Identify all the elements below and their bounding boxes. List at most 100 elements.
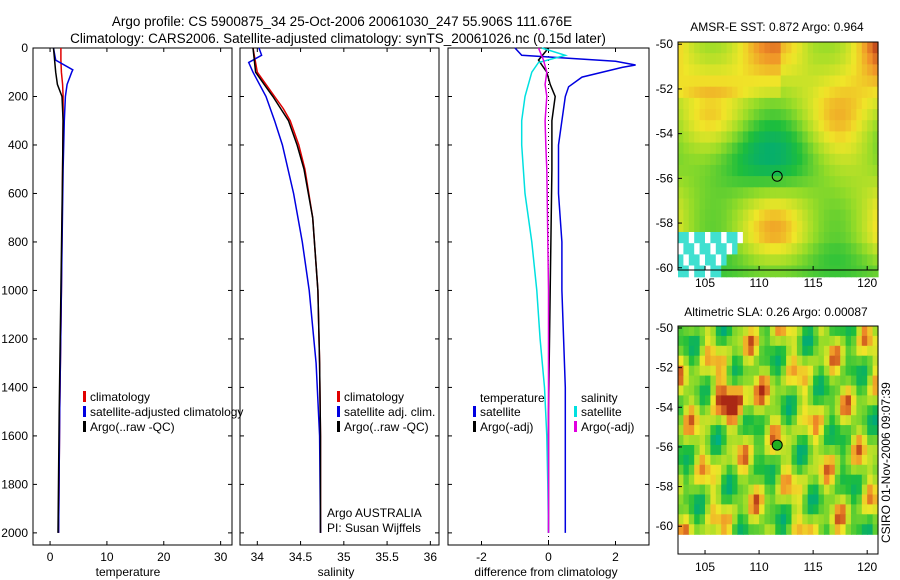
map-cell [823,345,830,357]
map-cell [688,176,695,188]
map-cell [705,484,711,496]
map-cell [786,243,793,255]
map-cell [699,120,706,132]
map-cell [710,484,717,496]
map-cell [710,514,717,525]
map-cell [688,198,695,211]
map-cell [683,395,690,406]
map-cell [796,524,803,535]
map-cell [829,86,836,99]
map-cell [721,504,728,515]
map-cell [861,425,868,436]
map-cell [834,176,841,188]
map-cell [829,405,836,416]
map-cell [813,86,820,99]
map-cell [753,176,760,188]
map-cell [829,484,836,496]
map-cell [721,395,728,406]
map-cell [851,395,857,406]
map-cell [759,345,766,357]
map-cell [764,120,771,132]
map-cell [823,464,830,476]
map-cell [851,187,857,200]
map-cell [813,254,820,267]
map-cell [732,254,739,267]
map-cell [742,53,749,65]
map-cell [683,335,690,347]
map-cell [851,474,857,486]
map-cell [705,42,711,54]
map-cell [678,524,684,535]
map-cell [726,142,733,155]
map-cell [845,484,852,496]
map-cell [796,445,803,456]
map-cell [764,176,771,188]
map-cell [807,345,814,357]
map-cell [796,504,803,515]
map-cell [688,131,695,144]
map-cell [737,375,744,387]
map-cell [840,326,847,337]
map-cell [851,504,857,515]
map-cell [861,265,868,278]
map-cell [813,454,820,466]
map-cell [786,355,793,367]
map-cell [699,164,706,177]
map-cell [699,97,706,110]
map-cell [715,164,722,177]
map-cell [759,86,766,99]
argo-location-marker [771,170,783,182]
map-cell [813,153,820,166]
map-cell [845,504,852,515]
map-cell [861,187,868,200]
map-cell [710,365,717,377]
map-cell [856,335,863,347]
map-cell [840,176,847,188]
x-tick-label: 0 [545,550,552,564]
map-cell [851,86,857,99]
map-cell [845,385,852,396]
map-cell [851,454,857,466]
map-cell [872,514,879,525]
map-cell [699,415,706,426]
map-cell [748,254,755,267]
map-cell [710,405,717,416]
map-cell [829,355,836,367]
difference-panel: difference from climatology -2 0 2 tempera… [447,47,650,579]
map-cell [753,187,760,200]
map-cell [834,120,841,132]
map-cell [786,42,793,54]
difference-legend-temp-satellite: satellite [480,405,521,419]
salinity-annotation-pi: PI: Susan Wijffels [327,521,421,535]
map-cell [780,42,787,54]
map-cell [802,86,809,99]
map-cell [694,494,701,505]
map-cell [710,415,717,426]
map-cell [721,209,728,222]
map-cell [769,326,776,337]
map-cell [678,464,684,476]
map-cell [872,405,879,416]
temperature-legend-climatology: climatology [90,390,150,404]
map-cell [780,395,787,406]
map-cell [769,335,776,347]
legend-swatch-sal-argo [574,421,577,432]
map-cell [818,445,825,456]
map-cell [791,504,798,515]
map-cell [759,365,766,377]
map-cell [753,131,760,144]
map-cell [840,220,847,233]
map-cell [775,385,782,396]
map-cell [753,425,760,436]
map-cell [813,187,820,200]
map-cell [786,326,793,337]
map-cell [764,365,771,377]
map-cell [807,220,814,233]
map-cell [851,405,857,416]
map-cell [769,365,776,377]
map-cell [753,395,760,406]
map-cell [861,243,868,255]
map-cell [829,375,836,387]
map-cell [694,120,701,132]
